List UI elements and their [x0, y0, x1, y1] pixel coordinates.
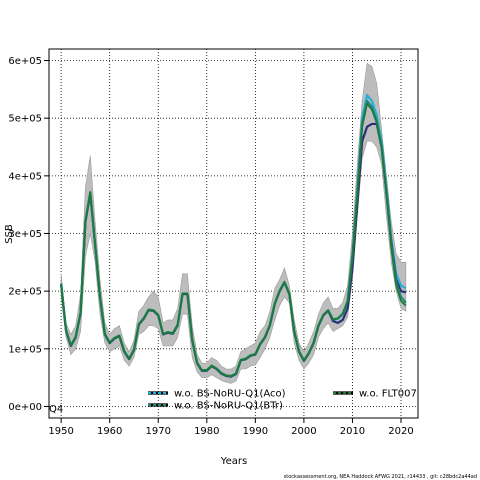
x-axis-title: Years: [220, 456, 247, 467]
legend: w.o. BS-NoRU-Q1(Aco)w.o. BS-NoRU-Q1(BTr)…: [148, 389, 417, 412]
legend-label-2: w.o. FLT007: [359, 389, 417, 400]
x-tick-label-2: 1970: [146, 426, 171, 437]
x-tick-label-1: 1960: [97, 426, 122, 437]
confidence-band: [60, 62, 407, 384]
y-tick-label-6: 6e+05: [8, 56, 42, 67]
x-tick-label-0: 1950: [48, 426, 73, 437]
x-tick-label-4: 1990: [243, 426, 268, 437]
y-tick-label-5: 5e+05: [8, 114, 42, 125]
footer-note: stockassessment.org, NEA Haddock AFWG 20…: [284, 474, 477, 480]
y-tick-label-4: 4e+05: [8, 171, 42, 182]
x-tick-label-6: 2010: [340, 426, 365, 437]
y-tick-label-1: 1e+05: [8, 344, 42, 355]
x-tick-label-5: 2000: [291, 426, 316, 437]
x-axis: 1950 1960 1970 1980 1990 2000 2010 2020: [48, 418, 414, 437]
y-axis: 0e+00 1e+05 2e+05 3e+05 4e+05 5e+05 6e+05: [8, 56, 49, 413]
series-line-2: [60, 102, 407, 378]
corner-label: Q4: [49, 404, 63, 415]
legend-label-0: w.o. BS-NoRU-Q1(Aco): [174, 389, 286, 400]
legend-label-1: w.o. BS-NoRU-Q1(BTr): [174, 401, 283, 412]
x-tick-label-3: 1980: [194, 426, 219, 437]
x-tick-label-7: 2020: [388, 426, 413, 437]
y-tick-label-2: 2e+05: [8, 287, 42, 298]
series-lines: [60, 94, 407, 378]
y-tick-label-0: 0e+00: [8, 402, 42, 413]
y-axis-title: SSB: [4, 224, 15, 244]
y-tick-label-3: 3e+05: [8, 229, 42, 240]
confidence-band-area: [60, 62, 407, 384]
